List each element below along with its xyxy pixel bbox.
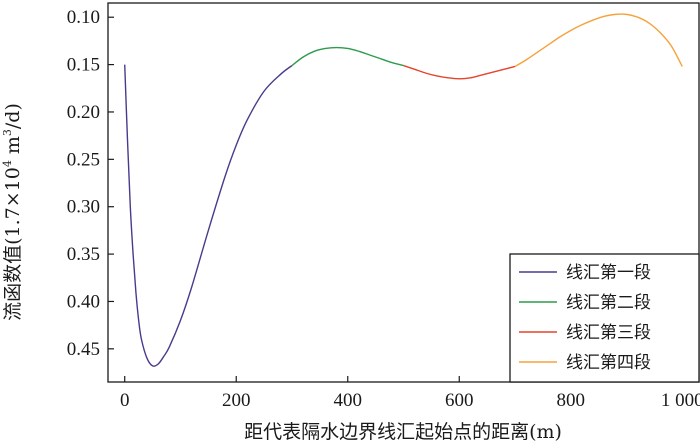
y-tick-label: 0.40 — [67, 291, 100, 312]
y-tick-label: 0.20 — [67, 102, 100, 123]
x-tick-label: 1 000 — [661, 390, 700, 411]
legend-box — [509, 253, 700, 383]
series-line-4 — [514, 13, 683, 68]
y-axis: 0.10 0.15 0.20 0.25 0.30 0.35 0.40 0.45 — [67, 7, 114, 360]
x-tick-label: 200 — [222, 390, 251, 411]
legend-label-2: 线汇第二段 — [566, 293, 651, 313]
y-tick-label: 0.30 — [67, 197, 100, 218]
y-tick-label: 0.25 — [67, 149, 100, 170]
legend-label-4: 线汇第四段 — [566, 353, 651, 373]
y-axis-title-exp2: 3 — [1, 129, 14, 136]
y-axis-title: 流函数值(1.7×104 m3/d) — [1, 103, 24, 321]
x-tick-label: 0 — [120, 390, 130, 411]
x-tick-label: 400 — [333, 390, 362, 411]
plot-area — [107, 2, 700, 383]
x-axis-title: 距代表隔水边界线汇起始点的距离(m) — [244, 421, 562, 443]
series-line-3 — [403, 64, 516, 80]
x-axis: 0 200 400 600 800 1 000 — [120, 376, 700, 411]
y-axis-title-prefix: 流函数值(1.7×10 — [2, 167, 24, 321]
y-axis-title-mid: m — [2, 136, 24, 160]
plot-frame — [107, 2, 700, 383]
y-axis-title-suffix: /d) — [2, 103, 24, 129]
y-tick-label: 0.45 — [67, 339, 100, 360]
legend-label-1: 线汇第一段 — [566, 263, 651, 283]
y-tick-label: 0.15 — [67, 55, 100, 76]
y-axis-title-exp1: 4 — [1, 160, 14, 167]
series-line-1 — [124, 64, 293, 367]
series-line-2 — [291, 46, 404, 67]
series-layer — [124, 13, 683, 367]
y-tick-label: 0.35 — [67, 244, 100, 265]
x-tick-label: 800 — [557, 390, 586, 411]
legend-label-3: 线汇第三段 — [566, 323, 651, 343]
y-tick-label: 0.10 — [67, 7, 100, 28]
x-tick-label: 600 — [445, 390, 474, 411]
